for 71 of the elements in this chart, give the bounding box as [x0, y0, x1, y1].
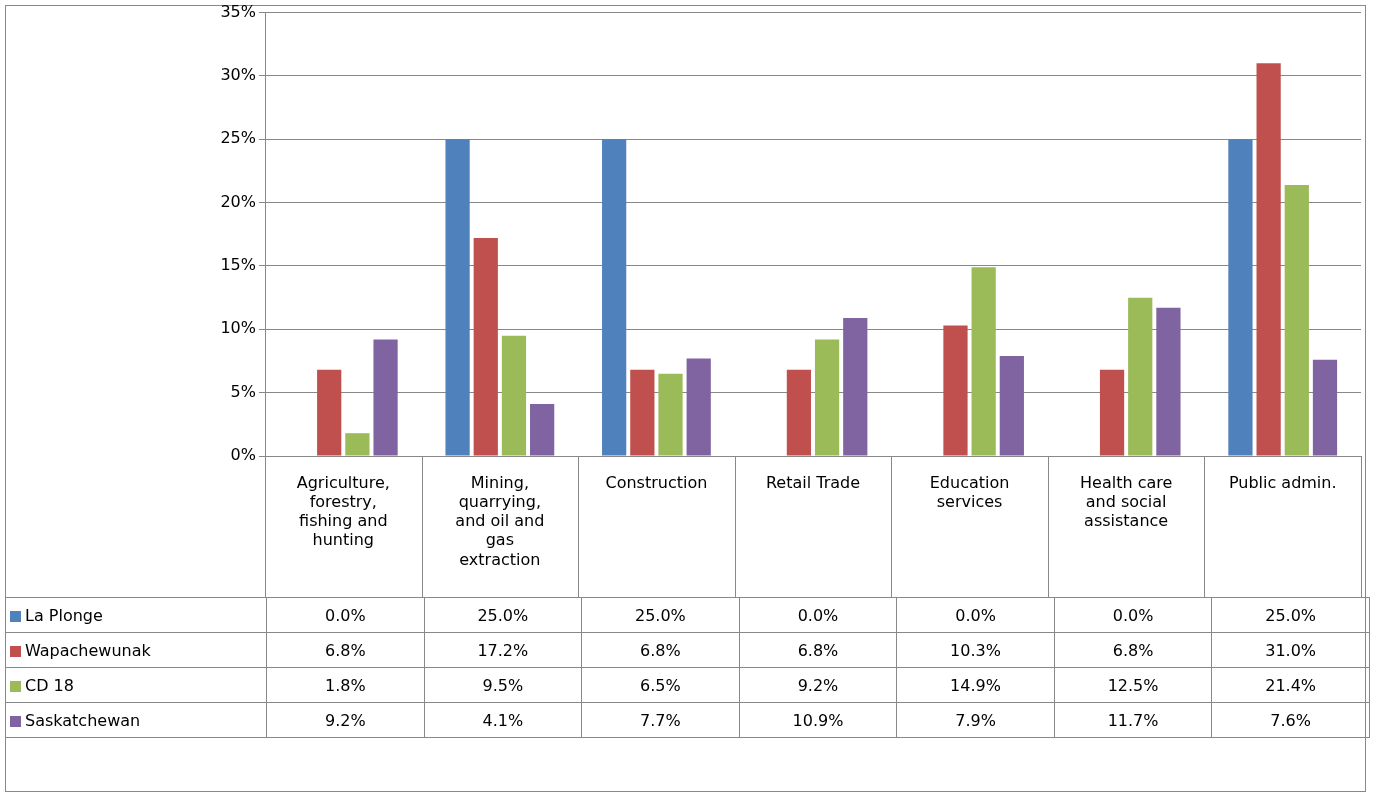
text: 0.0% [324, 605, 366, 625]
text: 25.0% [634, 605, 686, 625]
legend-label: Saskatchewan [5, 702, 267, 738]
bar [473, 238, 498, 456]
x-tick-label: Mining, quarrying, and oil and gas extraction [455, 472, 545, 569]
x-tick-label: Retail Trade [765, 472, 861, 492]
x-tick-label: Public admin. [1228, 472, 1337, 492]
y-tick-label: 20% [220, 191, 256, 211]
bar [345, 433, 370, 456]
text: 25.0% [477, 605, 529, 625]
y-tick-label: 15% [220, 255, 256, 275]
text: 7.9% [955, 710, 996, 730]
text: 11.7% [1107, 710, 1159, 730]
text: 1.8% [324, 675, 366, 695]
text: 0.0% [955, 605, 996, 625]
bar [999, 355, 1024, 456]
bar [686, 358, 711, 456]
text: 10.3% [950, 640, 1001, 660]
bar [1099, 369, 1125, 456]
bar [373, 339, 398, 456]
text: 6.5% [640, 675, 681, 695]
y-tick-label: 30% [220, 65, 256, 85]
bar [971, 267, 996, 456]
bar [1256, 63, 1281, 456]
bar [445, 139, 470, 456]
text: 6.8% [324, 640, 366, 660]
legend-label: Wapachewunak [5, 632, 267, 668]
text: 31.0% [1265, 640, 1317, 660]
text: 9.2% [324, 710, 366, 730]
text: 0.0% [797, 605, 839, 625]
text: 7.7% [640, 710, 681, 730]
x-tick-label: Construction [605, 472, 708, 492]
bar [843, 317, 868, 456]
bar [943, 325, 968, 456]
y-tick-label: 0% [230, 445, 256, 465]
y-tick-label: 10% [220, 318, 256, 338]
bar [501, 335, 527, 456]
bar [1128, 297, 1153, 456]
bar [317, 369, 342, 456]
text: 6.8% [1112, 640, 1154, 660]
bar [1156, 307, 1181, 456]
bar [530, 404, 555, 456]
y-tick-label: 5% [230, 381, 256, 401]
bar [1284, 184, 1309, 456]
bar [1312, 359, 1338, 456]
text: 14.9% [950, 675, 1001, 695]
bar [1228, 139, 1253, 456]
text: 4.1% [482, 710, 524, 730]
x-tick-label: Health care and social assistance [1079, 472, 1173, 531]
y-tick-label: 25% [220, 128, 256, 148]
bar [602, 139, 627, 456]
y-tick-label: 35% [220, 1, 256, 21]
text: 25.0% [1265, 605, 1317, 625]
text: 9.5% [482, 675, 524, 695]
text: 9.2% [797, 675, 839, 695]
text: 6.8% [640, 640, 681, 660]
legend-label: La Plonge [5, 597, 267, 633]
text: 21.4% [1265, 675, 1317, 695]
text: 6.8% [797, 640, 839, 660]
legend-label: CD 18 [5, 667, 267, 703]
text: 17.2% [477, 640, 529, 660]
bar [814, 339, 840, 456]
text: 12.5% [1107, 675, 1159, 695]
x-tick-label: Agriculture, forestry, fishing and hunting [296, 472, 390, 550]
x-tick-label: Education services [929, 472, 1010, 511]
text: 0.0% [1112, 605, 1154, 625]
text: 10.9% [792, 710, 844, 730]
bar [786, 369, 812, 456]
bar [658, 373, 683, 456]
text: 7.6% [1270, 710, 1311, 730]
bar [630, 369, 655, 456]
